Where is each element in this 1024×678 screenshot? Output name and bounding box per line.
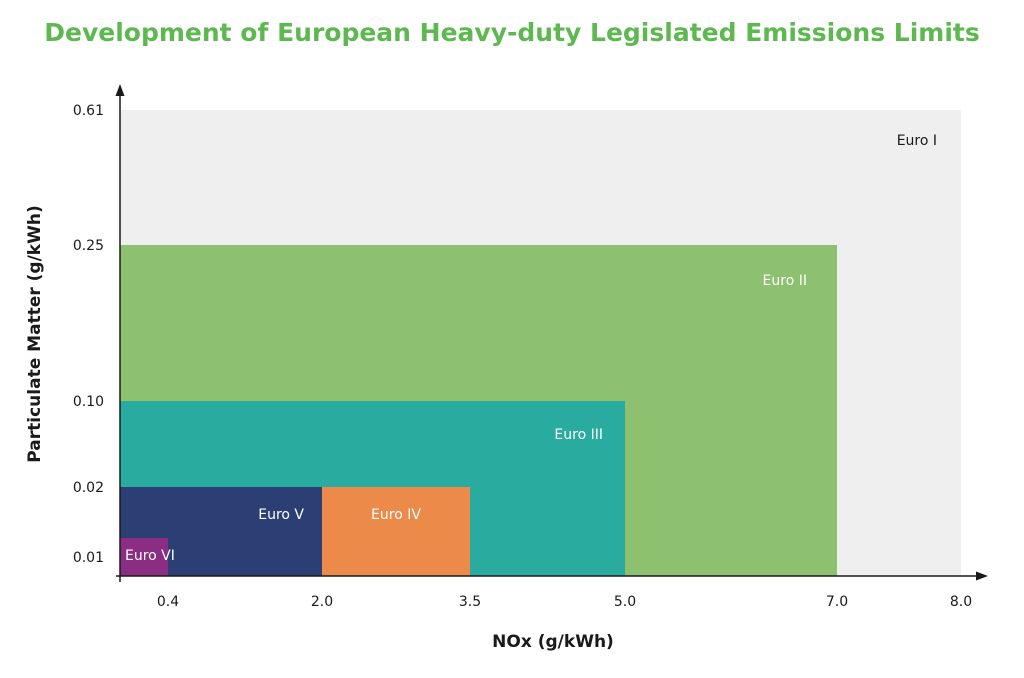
chart-title: Development of European Heavy-duty Legis… (44, 18, 980, 47)
y-axis-arrow (115, 84, 125, 96)
x-axis-title: NOx (g/kWh) (492, 632, 614, 652)
region-label-euro-i: Euro I (897, 133, 937, 149)
x-tick-label: 5.0 (614, 594, 636, 610)
x-tick-label: 2.0 (311, 594, 333, 610)
axes-layer (115, 84, 988, 582)
x-tick-label: 7.0 (826, 594, 848, 610)
y-axis-title: Particulate Matter (g/kWh) (25, 205, 45, 462)
y-tick-label: 0.61 (73, 103, 104, 119)
y-tick-label: 0.01 (73, 550, 104, 566)
x-tick-label: 0.4 (157, 594, 179, 610)
region-label-euro-ii: Euro II (763, 273, 807, 289)
region-euro-vi (120, 538, 168, 576)
x-tick-label: 8.0 (950, 594, 972, 610)
region-label-euro-iv: Euro IV (371, 507, 421, 523)
y-tick-label: 0.25 (73, 238, 104, 254)
x-tick-label: 3.5 (459, 594, 481, 610)
region-label-euro-vi: Euro VI (125, 548, 175, 564)
y-tick-label: 0.02 (73, 480, 104, 496)
x-axis-arrow (976, 571, 988, 581)
regions-layer (120, 110, 961, 576)
labels-layer: Euro I Euro II Euro III Euro IV Euro V Euro V… (125, 133, 937, 564)
ticks-layer: 0.4 2.0 3.5 5.0 7.0 8.0 0.61 0.25 0.10 0.02 0.01 (73, 103, 972, 610)
y-tick-label: 0.10 (73, 394, 104, 410)
region-label-euro-v: Euro V (258, 507, 304, 523)
region-label-euro-iii: Euro III (554, 427, 603, 443)
